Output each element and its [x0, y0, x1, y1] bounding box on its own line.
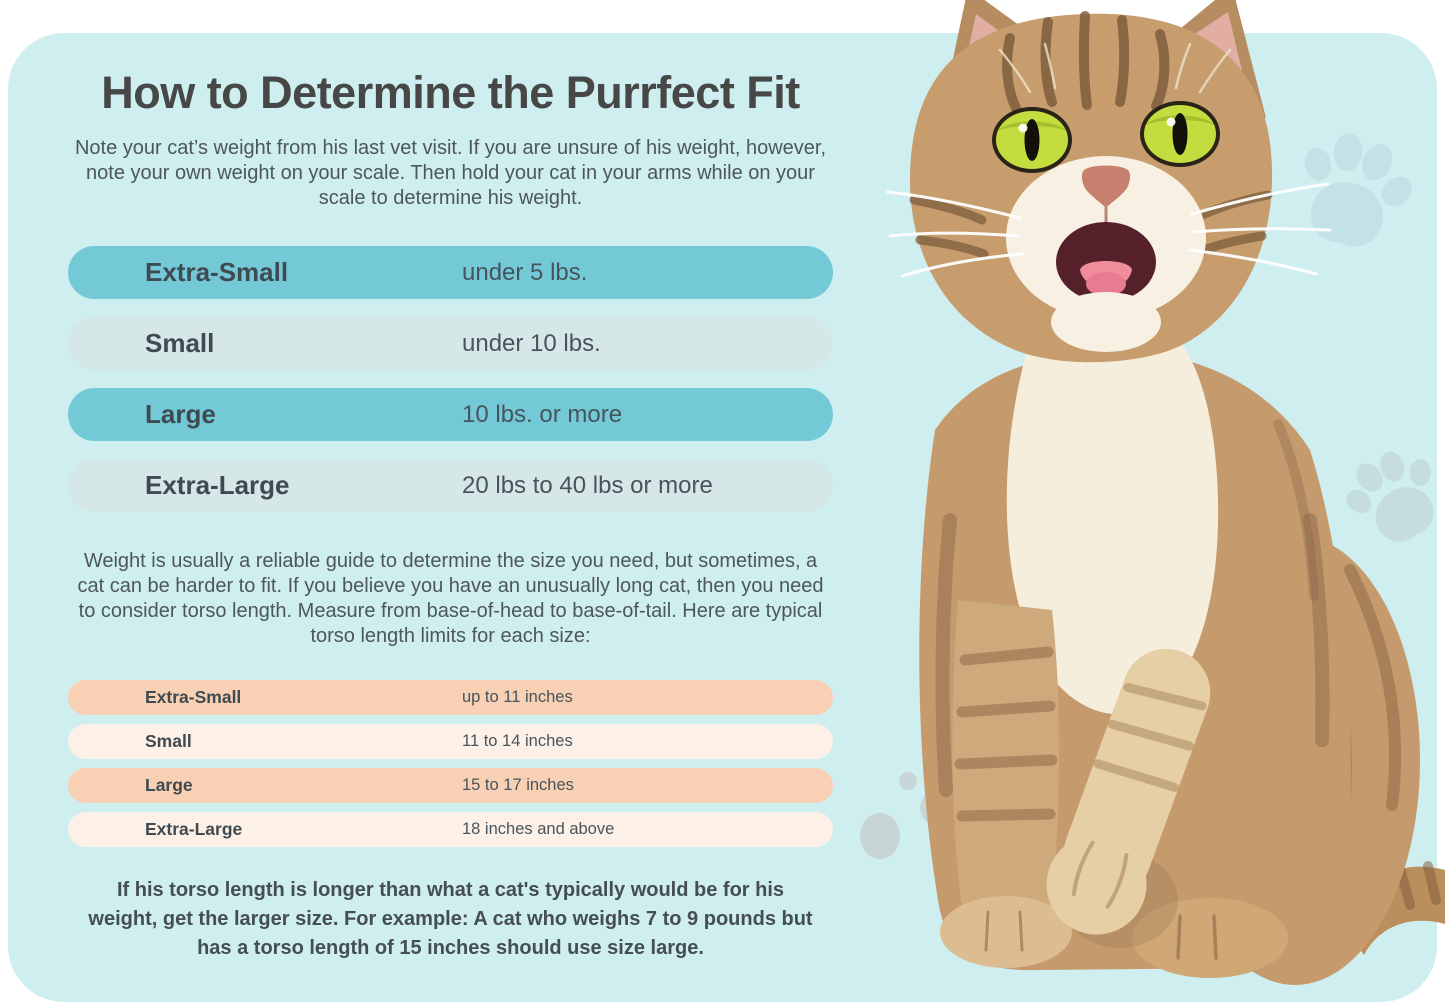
intro-paragraph: Note your cat’s weight from his last vet… [74, 137, 827, 209]
torso-length-table: Extra-Small up to 11 inches Small 11 to … [68, 680, 833, 847]
table-row: Large 15 to 17 inches [68, 768, 833, 803]
size-label: Extra-Large [145, 470, 290, 500]
size-value: 11 to 14 inches [462, 732, 573, 750]
size-value: under 10 lbs. [462, 329, 601, 357]
size-value: 18 inches and above [462, 820, 615, 838]
size-label: Extra-Small [145, 257, 289, 287]
page-title: How to Determine the Purrfect Fit [101, 67, 800, 118]
size-label: Large [145, 775, 193, 795]
size-label: Extra-Small [145, 687, 242, 707]
table-row: Extra-Small up to 11 inches [68, 680, 833, 715]
size-value: up to 11 inches [462, 688, 573, 706]
table-row: Extra-Large 18 inches and above [68, 812, 833, 847]
size-value: 10 lbs. or more [462, 400, 623, 428]
table-row: Small 11 to 14 inches [68, 724, 833, 759]
size-value: under 5 lbs. [462, 258, 588, 286]
weight-size-table: Extra-Small under 5 lbs. Small under 10 … [68, 246, 833, 512]
table-row: Small under 10 lbs. [68, 317, 833, 370]
size-label: Small [145, 731, 192, 751]
sizing-advice-paragraph: If his torso length is longer than what … [88, 879, 813, 959]
cat-eyes [992, 101, 1220, 173]
size-label: Small [145, 328, 215, 358]
size-value: 15 to 17 inches [462, 776, 574, 794]
tabby-cat-photo [886, 0, 1445, 985]
table-row: Extra-Small under 5 lbs. [68, 246, 833, 299]
size-value: 20 lbs to 40 lbs or more [462, 471, 713, 499]
size-label: Extra-Large [145, 819, 243, 839]
table-row: Large 10 lbs. or more [68, 388, 833, 441]
size-label: Large [145, 399, 216, 429]
torso-explainer-paragraph: Weight is usually a reliable guide to de… [77, 550, 824, 647]
table-row: Extra-Large 20 lbs to 40 lbs or more [68, 459, 833, 512]
